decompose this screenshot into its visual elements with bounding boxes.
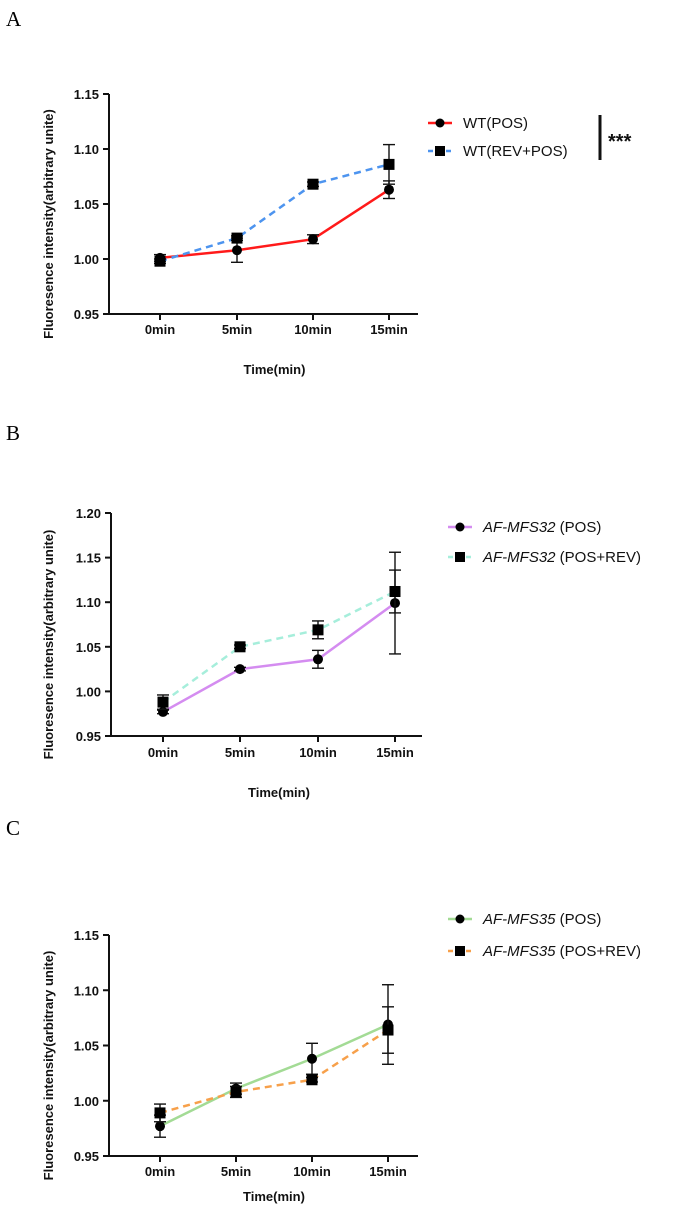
legend-label-rest: (POS+REV) — [556, 943, 641, 960]
data-point-square — [382, 1024, 394, 1036]
x-tick-label: 15min — [370, 322, 408, 337]
data-point-square — [307, 178, 319, 190]
legend-marker-square — [455, 552, 465, 562]
legend-label-italic: AF-MFS35 — [482, 943, 556, 960]
series-line-0 — [159, 188, 390, 260]
y-axis-label: Fluoresence intensity(arbitrary unite) — [41, 530, 56, 760]
y-tick-label: 1.15 — [74, 928, 99, 943]
series-line-1 — [162, 590, 396, 704]
y-tick-label: 1.10 — [74, 142, 99, 157]
y-tick-label: 0.95 — [74, 307, 99, 322]
x-tick-label: 5min — [225, 745, 255, 760]
legend-label: AF-MFS32 (POS+REV) — [482, 549, 641, 566]
legend-label: WT(REV+POS) — [463, 143, 568, 160]
data-point-square — [234, 641, 246, 653]
y-tick-label: 1.15 — [74, 87, 99, 102]
y-tick-label: 0.95 — [76, 729, 101, 744]
legend-label-rest: (POS) — [556, 519, 602, 536]
legend-marker-square — [455, 946, 465, 956]
x-tick-label: 0min — [148, 745, 178, 760]
y-tick-label: 1.10 — [76, 595, 101, 610]
x-axis-label: Time(min) — [244, 362, 306, 377]
data-point-square — [306, 1074, 318, 1086]
panel-C: C 0.95 1.00 1.05 1.10 1.15 0min 5min 10min 15min T… — [6, 816, 641, 1204]
data-point-square — [383, 158, 395, 170]
y-tick-label: 1.20 — [76, 506, 101, 521]
y-tick-label: 0.95 — [74, 1149, 99, 1164]
legend-label: WT(POS) — [463, 115, 528, 132]
legend-label: AF-MFS35 (POS) — [482, 911, 601, 928]
data-point-square — [312, 624, 324, 636]
panel-letter: A — [6, 7, 22, 31]
legend-label-rest: WT(POS) — [463, 115, 528, 132]
data-point-circle — [308, 234, 318, 245]
y-axis-label: Fluoresence intensity(arbitrary unite) — [41, 109, 56, 339]
legend-label-italic: AF-MFS35 — [482, 911, 556, 928]
x-tick-label: 15min — [369, 1164, 407, 1179]
x-tick-label: 10min — [293, 1164, 331, 1179]
panel-B: B 0.95 1.00 1.05 1.10 1.15 1.20 0min 5min 10min 15… — [6, 421, 641, 800]
y-tick-label: 1.10 — [74, 983, 99, 998]
x-axis-label: Time(min) — [243, 1189, 305, 1204]
legend-label: AF-MFS35 (POS+REV) — [482, 943, 641, 960]
data-point-circle — [307, 1053, 317, 1064]
panel-letter: B — [6, 421, 20, 445]
series-line-1 — [159, 1028, 389, 1115]
legend-label-italic: AF-MFS32 — [482, 549, 556, 566]
data-point-circle — [384, 184, 394, 195]
y-axis-label: Fluoresence intensity(arbitrary unite) — [41, 951, 56, 1181]
legend-marker-circle — [435, 118, 445, 128]
y-tick-label: 1.00 — [74, 1094, 99, 1109]
legend-label: AF-MFS32 (POS) — [482, 519, 601, 536]
legend-label-rest: WT(REV+POS) — [463, 143, 568, 160]
x-tick-label: 15min — [376, 745, 414, 760]
x-tick-label: 0min — [145, 322, 175, 337]
x-tick-label: 5min — [221, 1164, 251, 1179]
y-tick-label: 1.05 — [74, 197, 99, 212]
series-line-0 — [159, 1023, 389, 1128]
data-point-square — [389, 585, 401, 597]
data-point-square — [157, 696, 169, 708]
series-line-1 — [159, 163, 390, 263]
x-tick-label: 0min — [145, 1164, 175, 1179]
legend-label-rest: (POS+REV) — [556, 549, 641, 566]
panel-A: A 0.95 1.00 1.05 1.10 1.15 0min 5min 10min 15min T… — [6, 7, 632, 377]
x-tick-label: 5min — [222, 322, 252, 337]
data-point-circle — [235, 664, 245, 675]
data-point-square — [231, 232, 243, 244]
y-tick-label: 1.15 — [76, 551, 101, 566]
x-tick-label: 10min — [294, 322, 332, 337]
series-line-0 — [162, 602, 396, 714]
y-tick-label: 1.05 — [76, 640, 101, 655]
legend-marker-square — [435, 146, 445, 156]
data-point-circle — [155, 1121, 165, 1132]
y-tick-label: 1.00 — [76, 684, 101, 699]
significance-label: *** — [608, 131, 632, 153]
legend-label-rest: (POS) — [556, 911, 602, 928]
data-point-circle — [313, 654, 323, 665]
data-point-square — [154, 1107, 166, 1119]
x-axis-label: Time(min) — [248, 785, 310, 800]
x-tick-label: 10min — [299, 745, 337, 760]
y-tick-label: 1.00 — [74, 252, 99, 267]
legend-label-italic: AF-MFS32 — [482, 519, 556, 536]
data-point-circle — [232, 245, 242, 256]
panel-letter: C — [6, 816, 20, 840]
data-point-square — [154, 255, 166, 267]
legend-marker-circle — [455, 522, 465, 532]
data-point-square — [230, 1086, 242, 1098]
legend-marker-circle — [455, 914, 465, 924]
y-tick-label: 1.05 — [74, 1039, 99, 1054]
